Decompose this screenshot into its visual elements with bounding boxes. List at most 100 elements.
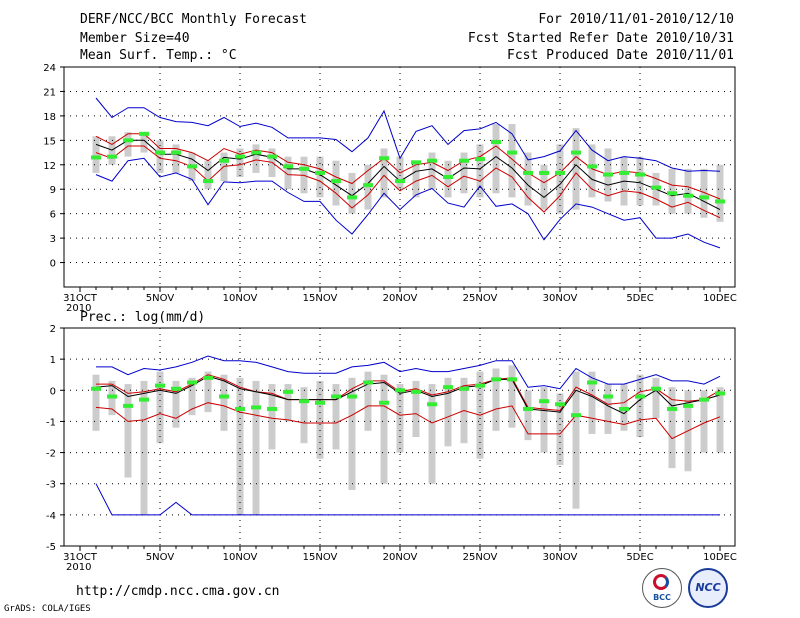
- footer-url[interactable]: http://cmdp.ncc.cma.gov.cn: [76, 584, 280, 599]
- precip-member-bar: [668, 387, 676, 469]
- precip-x-tick-label: 10DEC: [703, 552, 737, 563]
- temp-x-tick-label: 31OCT: [63, 293, 98, 304]
- precip-observed-marker: [571, 413, 581, 418]
- precip-member-bar: [444, 377, 452, 447]
- temp-observed-marker: [219, 158, 229, 163]
- precip-x-year-label: 2010: [66, 562, 91, 573]
- precip-y-tick-label: -4: [46, 511, 56, 522]
- temp-member-bar: [604, 148, 612, 202]
- precip-observed-marker: [699, 397, 709, 402]
- precip-member-bar: [540, 387, 548, 453]
- temp-observed-marker: [347, 195, 357, 200]
- precip-ensemble-minimum-line: [95, 483, 720, 516]
- precip-member-bar: [140, 380, 148, 515]
- temp-x-tick-label: 30NOV: [543, 293, 578, 304]
- temp-member-bar: [188, 152, 196, 182]
- precip-x-tick-label: 31OCT: [63, 552, 98, 563]
- precip-observed-marker: [187, 380, 197, 385]
- precip-member-bar: [188, 377, 196, 416]
- precip-x-tick-label: 20NOV: [383, 552, 418, 563]
- temp-observed-marker: [299, 166, 309, 171]
- precip-x-tick-label: 30NOV: [543, 552, 578, 563]
- temp-member-bar: [652, 172, 660, 206]
- precip-observed-marker: [267, 406, 277, 411]
- precip-x-tick-label: 25NOV: [463, 552, 498, 563]
- temp-y-tick-label: 9: [50, 185, 56, 196]
- precip-observed-marker: [203, 375, 213, 380]
- forecast-period: For 2010/11/01-2010/12/10: [538, 12, 734, 27]
- temp-observed-marker: [283, 164, 293, 169]
- precip-member-bar: [476, 371, 484, 459]
- precip-observed-marker: [683, 403, 693, 408]
- temp-member-bar: [156, 140, 164, 173]
- temp-observed-marker: [411, 160, 421, 165]
- precip-observed-marker: [459, 386, 469, 391]
- temp-y-tick-label: 21: [43, 87, 56, 98]
- precip-observed-marker: [507, 377, 517, 382]
- temp-member-bar: [252, 144, 260, 173]
- precip-ensemble-maximum-line: [96, 355, 721, 390]
- precip-y-tick-label: 0: [50, 386, 56, 397]
- precip-member-bar: [700, 390, 708, 453]
- precip-ensemble-mean-line: [95, 375, 721, 415]
- temp-member-bar: [540, 164, 548, 210]
- temp-x-tick-label: 20NOV: [383, 293, 418, 304]
- precip-member-bar: [204, 371, 212, 413]
- precip-observed-marker: [155, 383, 165, 388]
- precip-observed-marker: [475, 383, 485, 388]
- precip-member-bar: [492, 368, 500, 431]
- temp-member-bar: [492, 124, 500, 194]
- temp-member-bar: [348, 172, 356, 214]
- precip-member-bar: [92, 374, 100, 431]
- precip-member-bar: [604, 384, 612, 434]
- precip-observed-marker: [139, 397, 149, 402]
- temp-observed-marker: [267, 154, 277, 159]
- precip-member-bar: [156, 371, 164, 444]
- precip-observed-marker: [107, 394, 117, 399]
- temp-observed-marker: [379, 156, 389, 161]
- temp-observed-marker: [475, 157, 485, 162]
- temp-member-bar: [92, 136, 100, 173]
- precip-member-bar: [284, 384, 292, 422]
- temp-observed-marker: [315, 170, 325, 175]
- temp-member-bar: [284, 156, 292, 190]
- temp-observed-marker: [603, 172, 613, 177]
- ncc-logo: NCC: [688, 568, 728, 608]
- temp-observed-marker: [571, 150, 581, 155]
- temp-member-bar: [124, 132, 132, 157]
- forecast-start-date: Fcst Started Refer Date 2010/10/31: [467, 31, 734, 46]
- temp-observed-marker: [203, 179, 213, 184]
- temp-member-bar: [508, 124, 516, 198]
- temp-observed-marker: [555, 170, 565, 175]
- temp-observed-marker: [427, 158, 437, 163]
- precip-observed-marker: [667, 406, 677, 411]
- variable-label: Mean Surf. Temp.: °C: [80, 48, 237, 63]
- temp-ensemble-minimum-line: [95, 157, 721, 249]
- temp-frame: [63, 66, 736, 288]
- temp-x-tick-label: 15NOV: [303, 293, 338, 304]
- temp-member-bar: [316, 156, 324, 198]
- precip-observed-marker: [219, 394, 229, 399]
- precip-observed-marker: [347, 394, 357, 399]
- temp-member-bar: [236, 148, 244, 177]
- temp-member-bar: [108, 136, 116, 165]
- precip-observed-marker: [619, 406, 629, 411]
- precip-member-bar: [428, 384, 436, 484]
- precip-member-bar: [524, 390, 532, 441]
- temp-observed-marker: [651, 185, 661, 190]
- precip-member-bar: [716, 387, 724, 453]
- precip-member-bar: [380, 374, 388, 484]
- temp-member-bar: [428, 152, 436, 190]
- temp-observed-marker: [667, 191, 677, 196]
- temp-observed-marker: [715, 199, 725, 204]
- chart-title: DERF/NCC/BCC Monthly Forecast: [80, 12, 307, 27]
- precip-panel-label: Prec.: log(mm/d): [80, 310, 206, 325]
- precip-frame: [63, 327, 736, 547]
- temp-y-tick-label: 15: [43, 136, 56, 147]
- temp-member-bar: [716, 164, 724, 222]
- temp-observed-marker: [363, 183, 373, 188]
- temp-ensemble-mean-line: [95, 139, 721, 211]
- precip-observed-marker: [283, 389, 293, 394]
